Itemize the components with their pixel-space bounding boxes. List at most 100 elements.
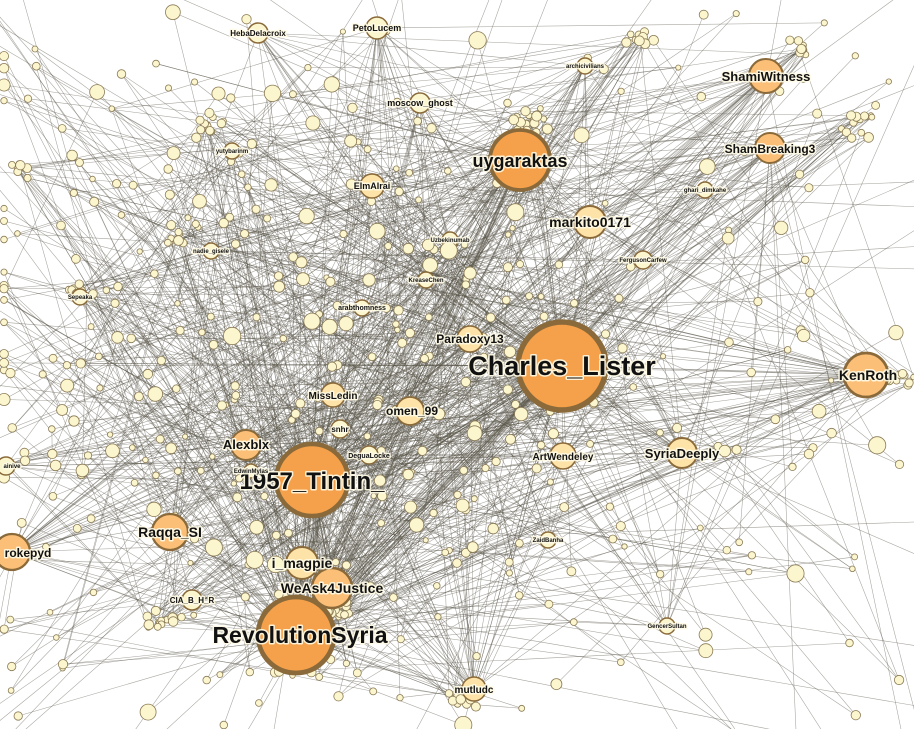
graph-node[interactable] bbox=[16, 518, 27, 528]
hub-node[interactable] bbox=[230, 429, 262, 461]
graph-node[interactable] bbox=[23, 94, 33, 103]
graph-node[interactable] bbox=[377, 519, 386, 527]
graph-node[interactable] bbox=[466, 541, 479, 553]
graph-node[interactable] bbox=[204, 108, 215, 119]
graph-node[interactable] bbox=[8, 160, 16, 169]
graph-node[interactable] bbox=[531, 110, 543, 122]
graph-node[interactable] bbox=[152, 59, 160, 68]
graph-node[interactable] bbox=[235, 474, 244, 483]
graph-node[interactable] bbox=[547, 428, 559, 440]
graph-node[interactable] bbox=[130, 478, 139, 487]
graph-node[interactable] bbox=[441, 548, 450, 557]
hub-node[interactable] bbox=[330, 419, 350, 439]
graph-node[interactable] bbox=[225, 212, 235, 222]
graph-node[interactable] bbox=[696, 91, 707, 102]
graph-node[interactable] bbox=[57, 659, 69, 670]
graph-node[interactable] bbox=[518, 704, 526, 712]
graph-node[interactable] bbox=[453, 490, 462, 499]
graph-node[interactable] bbox=[134, 391, 144, 402]
graph-node[interactable] bbox=[479, 352, 488, 361]
graph-node[interactable] bbox=[392, 320, 400, 328]
graph-node[interactable] bbox=[305, 115, 321, 131]
graph-node[interactable] bbox=[804, 183, 814, 193]
graph-node[interactable] bbox=[820, 19, 828, 27]
graph-node[interactable] bbox=[288, 252, 299, 262]
graph-node[interactable] bbox=[139, 703, 157, 721]
graph-node[interactable] bbox=[326, 361, 337, 372]
graph-node[interactable] bbox=[15, 160, 26, 171]
hub-node[interactable] bbox=[223, 142, 241, 160]
graph-node[interactable] bbox=[860, 111, 870, 121]
graph-node[interactable] bbox=[147, 386, 164, 402]
graph-node[interactable] bbox=[504, 557, 514, 567]
graph-node[interactable] bbox=[264, 178, 278, 192]
graph-node[interactable] bbox=[506, 203, 525, 222]
graph-node[interactable] bbox=[298, 208, 315, 225]
graph-node[interactable] bbox=[785, 35, 795, 45]
graph-node[interactable] bbox=[897, 369, 908, 379]
graph-node[interactable] bbox=[219, 720, 228, 729]
graph-node[interactable] bbox=[197, 466, 205, 475]
hub-node[interactable] bbox=[696, 181, 714, 199]
hub-node[interactable] bbox=[658, 617, 676, 635]
graph-node[interactable] bbox=[279, 334, 287, 343]
graph-node[interactable] bbox=[295, 398, 306, 409]
graph-node[interactable] bbox=[333, 691, 344, 702]
graph-node[interactable] bbox=[175, 325, 185, 335]
graph-node[interactable] bbox=[586, 439, 594, 448]
graph-node[interactable] bbox=[393, 165, 400, 172]
graph-node[interactable] bbox=[315, 426, 324, 436]
graph-node[interactable] bbox=[174, 300, 181, 307]
graph-node[interactable] bbox=[463, 266, 477, 280]
graph-node[interactable] bbox=[223, 326, 242, 346]
graph-node[interactable] bbox=[0, 624, 9, 634]
graph-node[interactable] bbox=[491, 456, 501, 467]
graph-node[interactable] bbox=[363, 145, 372, 154]
graph-node[interactable] bbox=[111, 331, 124, 344]
hub-node[interactable] bbox=[515, 319, 609, 413]
graph-node[interactable] bbox=[42, 542, 50, 551]
hub-node[interactable] bbox=[310, 566, 354, 610]
graph-node[interactable] bbox=[608, 534, 618, 544]
hub-node[interactable] bbox=[549, 442, 577, 470]
graph-node[interactable] bbox=[0, 217, 8, 225]
graph-node[interactable] bbox=[166, 146, 181, 161]
graph-node[interactable] bbox=[904, 378, 914, 388]
graph-node[interactable] bbox=[559, 502, 570, 513]
graph-node[interactable] bbox=[177, 613, 186, 622]
graph-node[interactable] bbox=[0, 349, 9, 359]
graph-node[interactable] bbox=[424, 313, 433, 321]
graph-node[interactable] bbox=[397, 337, 408, 348]
graph-node[interactable] bbox=[31, 61, 41, 71]
hub-node[interactable] bbox=[273, 441, 351, 519]
hub-node[interactable] bbox=[539, 531, 557, 549]
graph-node[interactable] bbox=[698, 9, 709, 20]
graph-node[interactable] bbox=[342, 659, 350, 668]
graph-node[interactable] bbox=[601, 329, 611, 339]
graph-node[interactable] bbox=[110, 298, 120, 308]
graph-node[interactable] bbox=[0, 51, 9, 62]
graph-node[interactable] bbox=[724, 337, 734, 348]
graph-node[interactable] bbox=[675, 64, 682, 71]
graph-node[interactable] bbox=[828, 377, 835, 384]
hub-node[interactable] bbox=[461, 676, 487, 702]
graph-node[interactable] bbox=[721, 231, 735, 245]
graph-node[interactable] bbox=[344, 134, 358, 148]
graph-node[interactable] bbox=[195, 115, 205, 125]
graph-node[interactable] bbox=[340, 610, 349, 619]
graph-node[interactable] bbox=[501, 295, 511, 305]
graph-node[interactable] bbox=[273, 280, 286, 293]
graph-node[interactable] bbox=[208, 339, 219, 350]
graph-node[interactable] bbox=[745, 568, 753, 576]
graph-node[interactable] bbox=[569, 618, 578, 626]
graph-node[interactable] bbox=[57, 124, 67, 133]
graph-node[interactable] bbox=[570, 299, 579, 308]
graph-node[interactable] bbox=[89, 175, 96, 183]
graph-node[interactable] bbox=[433, 582, 441, 590]
graph-node[interactable] bbox=[347, 102, 358, 113]
graph-node[interactable] bbox=[49, 459, 62, 472]
graph-node[interactable] bbox=[196, 125, 206, 135]
graph-node[interactable] bbox=[296, 272, 310, 286]
graph-node[interactable] bbox=[698, 643, 714, 659]
graph-node[interactable] bbox=[198, 328, 206, 336]
